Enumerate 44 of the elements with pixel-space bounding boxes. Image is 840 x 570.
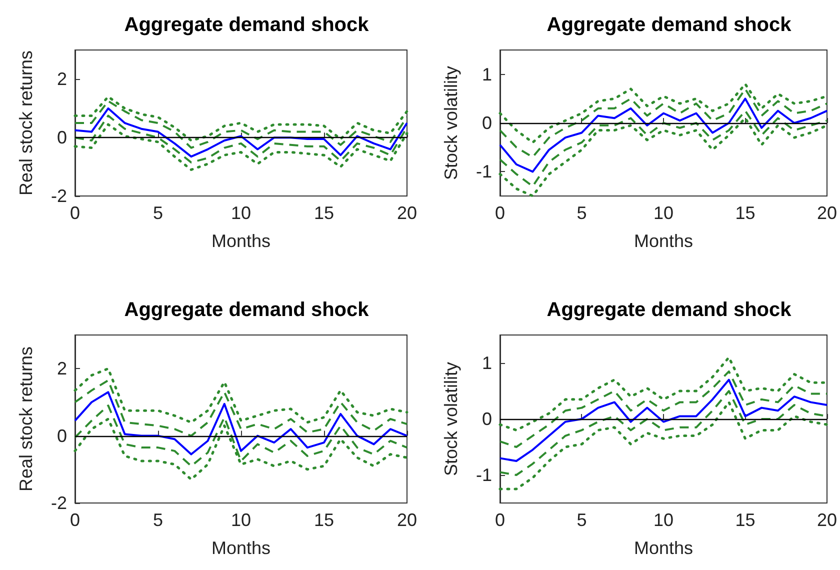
chart-title: Aggregate demand shock [124,299,370,321]
x-tick-label: 10 [653,203,674,223]
y-tick-label: 2 [56,358,67,379]
y-tick-label: -2 [50,186,67,206]
chart-title: Aggregate demand shock [546,299,792,321]
y-axis-title: Real stock returns [16,346,36,492]
x-tick-label: 20 [396,510,418,530]
x-tick-label: 15 [735,510,756,530]
x-axis-title: Months [634,538,694,558]
x-axis-title: Months [634,231,694,251]
x-tick-label: 15 [314,203,334,223]
y-tick-label: -2 [50,493,67,513]
y-tick-label: 0 [56,426,67,446]
x-tick-label: 20 [396,203,418,223]
x-tick-label: 20 [816,510,838,530]
x-tick-label: 0 [494,203,506,223]
y-tick-label: 0 [482,409,492,429]
y-tick-label: -1 [476,465,492,485]
x-tick-label: 5 [152,510,164,530]
y-tick-label: -1 [476,162,492,182]
x-tick-label: 15 [735,203,756,223]
x-tick-label: 20 [816,203,838,223]
chart-title: Aggregate demand shock [124,14,370,36]
x-axis-title: Months [211,231,271,251]
x-tick-label: 5 [576,203,587,223]
x-tick-label: 10 [230,203,252,223]
y-tick-label: 0 [56,128,67,148]
x-tick-label: 10 [230,510,252,530]
x-tick-label: 5 [152,203,164,223]
y-axis-title: Stock volatility [441,362,461,476]
chart-title: Aggregate demand shock [546,14,792,36]
x-tick-label: 10 [653,510,674,530]
y-tick-label: 1 [482,353,492,373]
y-axis-title: Stock volatility [441,66,461,180]
y-tick-label: 1 [482,64,492,84]
x-tick-label: 0 [494,510,506,530]
x-axis-title: Months [211,538,271,558]
y-axis-title: Real stock returns [16,50,36,196]
x-tick-label: 0 [70,203,80,223]
x-tick-label: 15 [314,510,334,530]
x-tick-label: 0 [70,510,80,530]
x-tick-label: 5 [576,510,587,530]
y-tick-label: 0 [482,113,492,133]
y-tick-label: 2 [56,69,67,90]
